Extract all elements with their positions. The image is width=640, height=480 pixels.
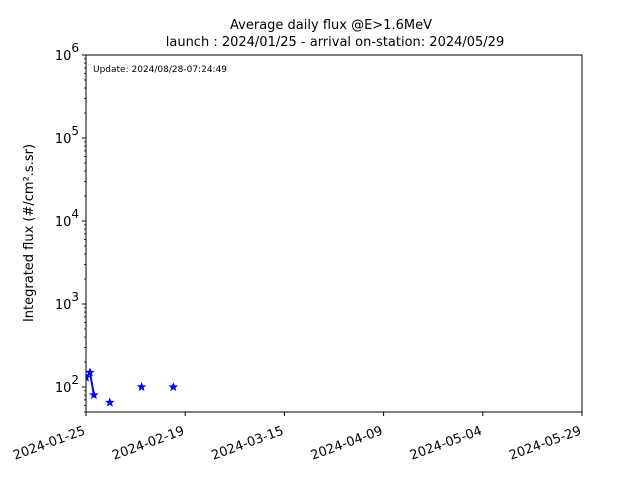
y-tick-label: 103 (55, 290, 79, 313)
plot-frame (85, 54, 583, 413)
y-tick-label: 105 (55, 124, 79, 147)
data-point (104, 397, 115, 407)
data-point (168, 381, 179, 392)
chart-subtitle: launch : 2024/01/25 - arrival on-station… (166, 35, 504, 50)
y-tick-label: 104 (55, 207, 79, 230)
x-axis: 2024-01-25 2024-02-19 2024-03-15 2024-04-09… (11, 412, 583, 464)
data-point (89, 390, 99, 400)
y-tick-label: 102 (55, 373, 79, 396)
chart-title: Average daily flux @E>1.6MeV (230, 18, 432, 33)
x-tick-label: 2024-01-25 (11, 424, 87, 464)
x-tick-label: 2024-05-29 (507, 424, 583, 464)
update-annotation: Update: 2024/08/28-07:24:49 (93, 65, 227, 75)
y-axis: 102 103 104 105 106 (55, 41, 86, 413)
x-tick-label: 2024-03-15 (210, 424, 286, 464)
series-layer (86, 367, 179, 407)
x-tick-label: 2024-04-09 (309, 424, 385, 464)
y-tick-label: 106 (55, 41, 79, 64)
y-axis-label: Integrated flux (#/cm².s.sr) (22, 144, 37, 322)
data-point (86, 367, 95, 377)
x-tick-label: 2024-05-04 (408, 424, 484, 464)
data-point (86, 372, 91, 382)
x-tick-label: 2024-02-19 (110, 424, 186, 464)
data-point (136, 381, 147, 392)
